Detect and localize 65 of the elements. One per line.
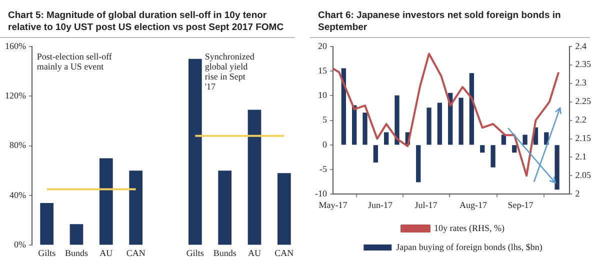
bar	[129, 170, 143, 245]
x-tick-label: Gilts	[186, 248, 204, 258]
y-tick-label: 5	[322, 114, 328, 125]
x-tick-label: Bunds	[64, 248, 88, 258]
y2-tick-label: 2.05	[575, 170, 592, 180]
bar	[437, 102, 442, 145]
bar	[70, 224, 84, 245]
bar	[218, 170, 232, 245]
x-tick-label: AU	[100, 248, 114, 258]
bar	[522, 134, 528, 145]
bar	[394, 95, 400, 145]
annotation: Post-election sell-off mainly a US event	[36, 51, 112, 72]
y2-tick-label: 2.4	[575, 40, 587, 51]
y2-tick-label: 2.1	[575, 152, 586, 162]
bar	[480, 145, 485, 153]
x-tick-label: Sep-17	[508, 200, 534, 210]
y-tick-label: 0%	[14, 240, 26, 250]
y2-tick-label: 2.15	[575, 133, 592, 144]
bar	[416, 145, 421, 182]
y-tick-label: -5	[319, 164, 328, 174]
y2-tick-label: 2.3	[575, 78, 587, 88]
x-tick-label: Bunds	[213, 248, 237, 258]
bar	[341, 68, 346, 145]
y-tick-label: 80%	[9, 140, 26, 150]
x-tick-label: Gilts	[38, 248, 56, 258]
y-tick-label: 160%	[4, 40, 26, 51]
bar	[373, 145, 378, 163]
y-tick-label: 15	[318, 65, 328, 76]
y-tick-label: 10	[318, 90, 328, 100]
chart-title: Chart 6: Japanese investors net sold foreign bonds in September	[310, 0, 590, 38]
legend-label: Japan buying of foreign bonds (lhs, $bn)	[396, 242, 542, 252]
x-tick-label: Jun-17	[368, 200, 393, 210]
y2-tick-label: 2.35	[575, 59, 592, 70]
bar	[458, 98, 464, 145]
bar	[277, 173, 291, 245]
bar	[426, 108, 432, 145]
bar	[469, 73, 474, 145]
y-tick-label: 0	[322, 139, 328, 150]
y2-tick-label: 2.25	[575, 96, 592, 106]
x-tick-label: AU	[248, 248, 262, 258]
y-tick-label: -10	[314, 188, 328, 199]
y-tick-label: 20	[318, 40, 328, 51]
bar	[362, 112, 368, 145]
x-tick-label: CAN	[126, 248, 146, 258]
x-tick-label: CAN	[274, 248, 294, 258]
chart-title: Chart 5: Magnitude of global duration sell-off in 10y tenor relative to 10y UST post US election vs post Sept 2017 FOMC	[0, 0, 295, 38]
x-tick-label: May-17	[318, 200, 348, 210]
bar	[248, 110, 262, 245]
bar	[99, 158, 113, 245]
y-tick-label: 120%	[4, 90, 26, 100]
x-tick-label: Aug-17	[459, 200, 488, 210]
bar	[188, 58, 202, 245]
bar	[501, 134, 506, 145]
x-tick-label: Jul-17	[414, 200, 438, 210]
y2-tick-label: 2	[575, 188, 580, 199]
bar	[554, 145, 560, 190]
bar	[40, 202, 54, 245]
bar	[512, 145, 517, 153]
bar	[352, 105, 357, 145]
legend-label: 10y rates (RHS, %)	[434, 222, 505, 233]
y2-tick-label: 2.2	[575, 114, 586, 125]
bar	[384, 132, 389, 145]
y-tick-label: 40%	[9, 190, 26, 200]
annotation: Synchronized global yield rise in Sept '17	[204, 51, 255, 92]
bar	[490, 145, 496, 168]
